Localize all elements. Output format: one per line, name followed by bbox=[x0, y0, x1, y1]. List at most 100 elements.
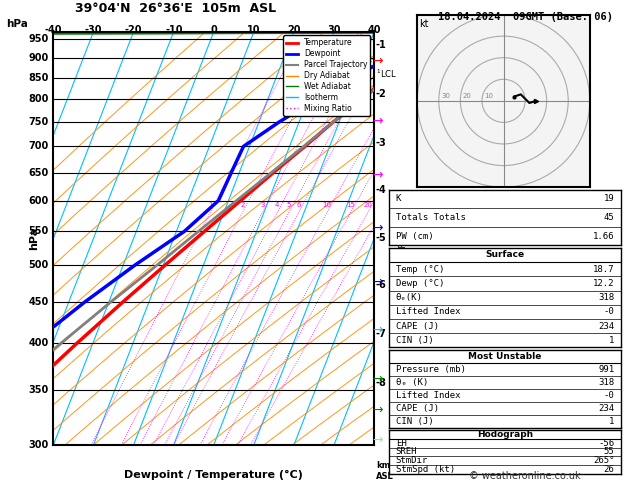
Text: Most Unstable: Most Unstable bbox=[469, 352, 542, 361]
Text: 20: 20 bbox=[287, 25, 301, 35]
Text: Dewp (°C): Dewp (°C) bbox=[396, 279, 444, 288]
Text: 1.66: 1.66 bbox=[593, 232, 615, 241]
Text: -30: -30 bbox=[85, 25, 103, 35]
Text: 750: 750 bbox=[28, 117, 48, 127]
Text: →: → bbox=[372, 373, 382, 385]
Text: -40: -40 bbox=[45, 25, 62, 35]
Text: 234: 234 bbox=[598, 404, 615, 413]
Text: $^1$LCL: $^1$LCL bbox=[376, 68, 397, 80]
Text: 700: 700 bbox=[28, 141, 48, 152]
Text: 850: 850 bbox=[28, 73, 48, 83]
Text: 1: 1 bbox=[208, 203, 212, 208]
Text: 300: 300 bbox=[28, 440, 48, 450]
Text: 318: 318 bbox=[598, 378, 615, 387]
Text: →: → bbox=[372, 324, 382, 337]
Text: 10: 10 bbox=[323, 203, 331, 208]
Text: 1: 1 bbox=[609, 336, 615, 345]
Text: 18.7: 18.7 bbox=[593, 265, 615, 274]
Text: 0: 0 bbox=[211, 25, 217, 35]
Text: Lifted Index: Lifted Index bbox=[396, 391, 460, 400]
Text: 318: 318 bbox=[598, 293, 615, 302]
Text: →: → bbox=[372, 276, 382, 288]
Text: 19: 19 bbox=[604, 194, 615, 203]
Text: 950: 950 bbox=[28, 34, 48, 44]
Text: hPa: hPa bbox=[6, 19, 28, 30]
Text: StmSpd (kt): StmSpd (kt) bbox=[396, 465, 455, 474]
Text: -0: -0 bbox=[604, 308, 615, 316]
Text: 500: 500 bbox=[28, 260, 48, 270]
Text: CIN (J): CIN (J) bbox=[396, 336, 433, 345]
Text: km
ASL: km ASL bbox=[376, 461, 394, 481]
Text: 55: 55 bbox=[604, 448, 615, 456]
Text: →: → bbox=[372, 222, 382, 235]
Text: © weatheronline.co.uk: © weatheronline.co.uk bbox=[469, 471, 581, 481]
Text: Dewpoint / Temperature (°C): Dewpoint / Temperature (°C) bbox=[125, 469, 303, 480]
Text: Pressure (mb): Pressure (mb) bbox=[396, 365, 465, 374]
Text: -2: -2 bbox=[376, 89, 387, 99]
Text: -3: -3 bbox=[376, 138, 387, 148]
Text: -1: -1 bbox=[376, 40, 387, 50]
Text: →: → bbox=[372, 434, 382, 446]
Text: 265°: 265° bbox=[593, 456, 615, 465]
Text: Mixing Ratio (g/kg): Mixing Ratio (g/kg) bbox=[399, 198, 408, 278]
Text: Surface: Surface bbox=[486, 250, 525, 260]
Text: 10: 10 bbox=[247, 25, 260, 35]
Text: 10: 10 bbox=[484, 93, 493, 99]
Text: 1: 1 bbox=[609, 417, 615, 426]
Text: -5: -5 bbox=[376, 233, 387, 243]
Text: Hodograph: Hodograph bbox=[477, 430, 533, 439]
Text: Lifted Index: Lifted Index bbox=[396, 308, 460, 316]
Text: -10: -10 bbox=[165, 25, 182, 35]
Text: CIN (J): CIN (J) bbox=[396, 417, 433, 426]
Text: CAPE (J): CAPE (J) bbox=[396, 322, 438, 330]
Text: θₑ(K): θₑ(K) bbox=[396, 293, 423, 302]
Text: 15: 15 bbox=[346, 203, 355, 208]
Text: PW (cm): PW (cm) bbox=[396, 232, 433, 241]
Text: →: → bbox=[372, 169, 382, 181]
Text: 2: 2 bbox=[240, 203, 245, 208]
Text: -4: -4 bbox=[376, 185, 387, 195]
Text: 5: 5 bbox=[287, 203, 291, 208]
Text: Temp (°C): Temp (°C) bbox=[396, 265, 444, 274]
Text: 39°04'N  26°36'E  105m  ASL: 39°04'N 26°36'E 105m ASL bbox=[75, 2, 276, 15]
Legend: Temperature, Dewpoint, Parcel Trajectory, Dry Adiabat, Wet Adiabat, Isotherm, Mi: Temperature, Dewpoint, Parcel Trajectory… bbox=[283, 35, 370, 116]
Text: →: → bbox=[372, 115, 382, 128]
Text: 4: 4 bbox=[275, 203, 279, 208]
Text: 3: 3 bbox=[260, 203, 265, 208]
Text: -0: -0 bbox=[604, 391, 615, 400]
Text: 40: 40 bbox=[367, 25, 381, 35]
Text: -8: -8 bbox=[376, 379, 387, 388]
Text: EH: EH bbox=[396, 439, 406, 448]
Text: 20: 20 bbox=[462, 93, 471, 99]
Text: →: → bbox=[372, 54, 382, 67]
Text: 600: 600 bbox=[28, 196, 48, 206]
Text: hPa: hPa bbox=[29, 226, 39, 250]
Text: 800: 800 bbox=[28, 94, 48, 104]
Text: -7: -7 bbox=[376, 329, 387, 339]
Text: SREH: SREH bbox=[396, 448, 417, 456]
Text: θₑ (K): θₑ (K) bbox=[396, 378, 428, 387]
Text: -20: -20 bbox=[125, 25, 142, 35]
Text: 20: 20 bbox=[364, 203, 372, 208]
Text: 18.04.2024  09GMT (Base: 06): 18.04.2024 09GMT (Base: 06) bbox=[438, 12, 613, 22]
Text: 900: 900 bbox=[28, 53, 48, 63]
Text: 45: 45 bbox=[604, 213, 615, 222]
Text: 650: 650 bbox=[28, 168, 48, 177]
Text: 350: 350 bbox=[28, 385, 48, 396]
Text: -6: -6 bbox=[376, 280, 387, 290]
Text: K: K bbox=[396, 194, 401, 203]
Text: 550: 550 bbox=[28, 226, 48, 236]
Text: kt: kt bbox=[420, 19, 429, 29]
Text: -56: -56 bbox=[598, 439, 615, 448]
Text: 234: 234 bbox=[598, 322, 615, 330]
Text: →: → bbox=[372, 404, 382, 417]
Text: 991: 991 bbox=[598, 365, 615, 374]
Text: 26: 26 bbox=[604, 465, 615, 474]
Text: 12.2: 12.2 bbox=[593, 279, 615, 288]
Text: Totals Totals: Totals Totals bbox=[396, 213, 465, 222]
Text: 400: 400 bbox=[28, 338, 48, 348]
Text: 30: 30 bbox=[441, 93, 450, 99]
Text: 30: 30 bbox=[328, 25, 341, 35]
Text: 6: 6 bbox=[296, 203, 301, 208]
Text: CAPE (J): CAPE (J) bbox=[396, 404, 438, 413]
